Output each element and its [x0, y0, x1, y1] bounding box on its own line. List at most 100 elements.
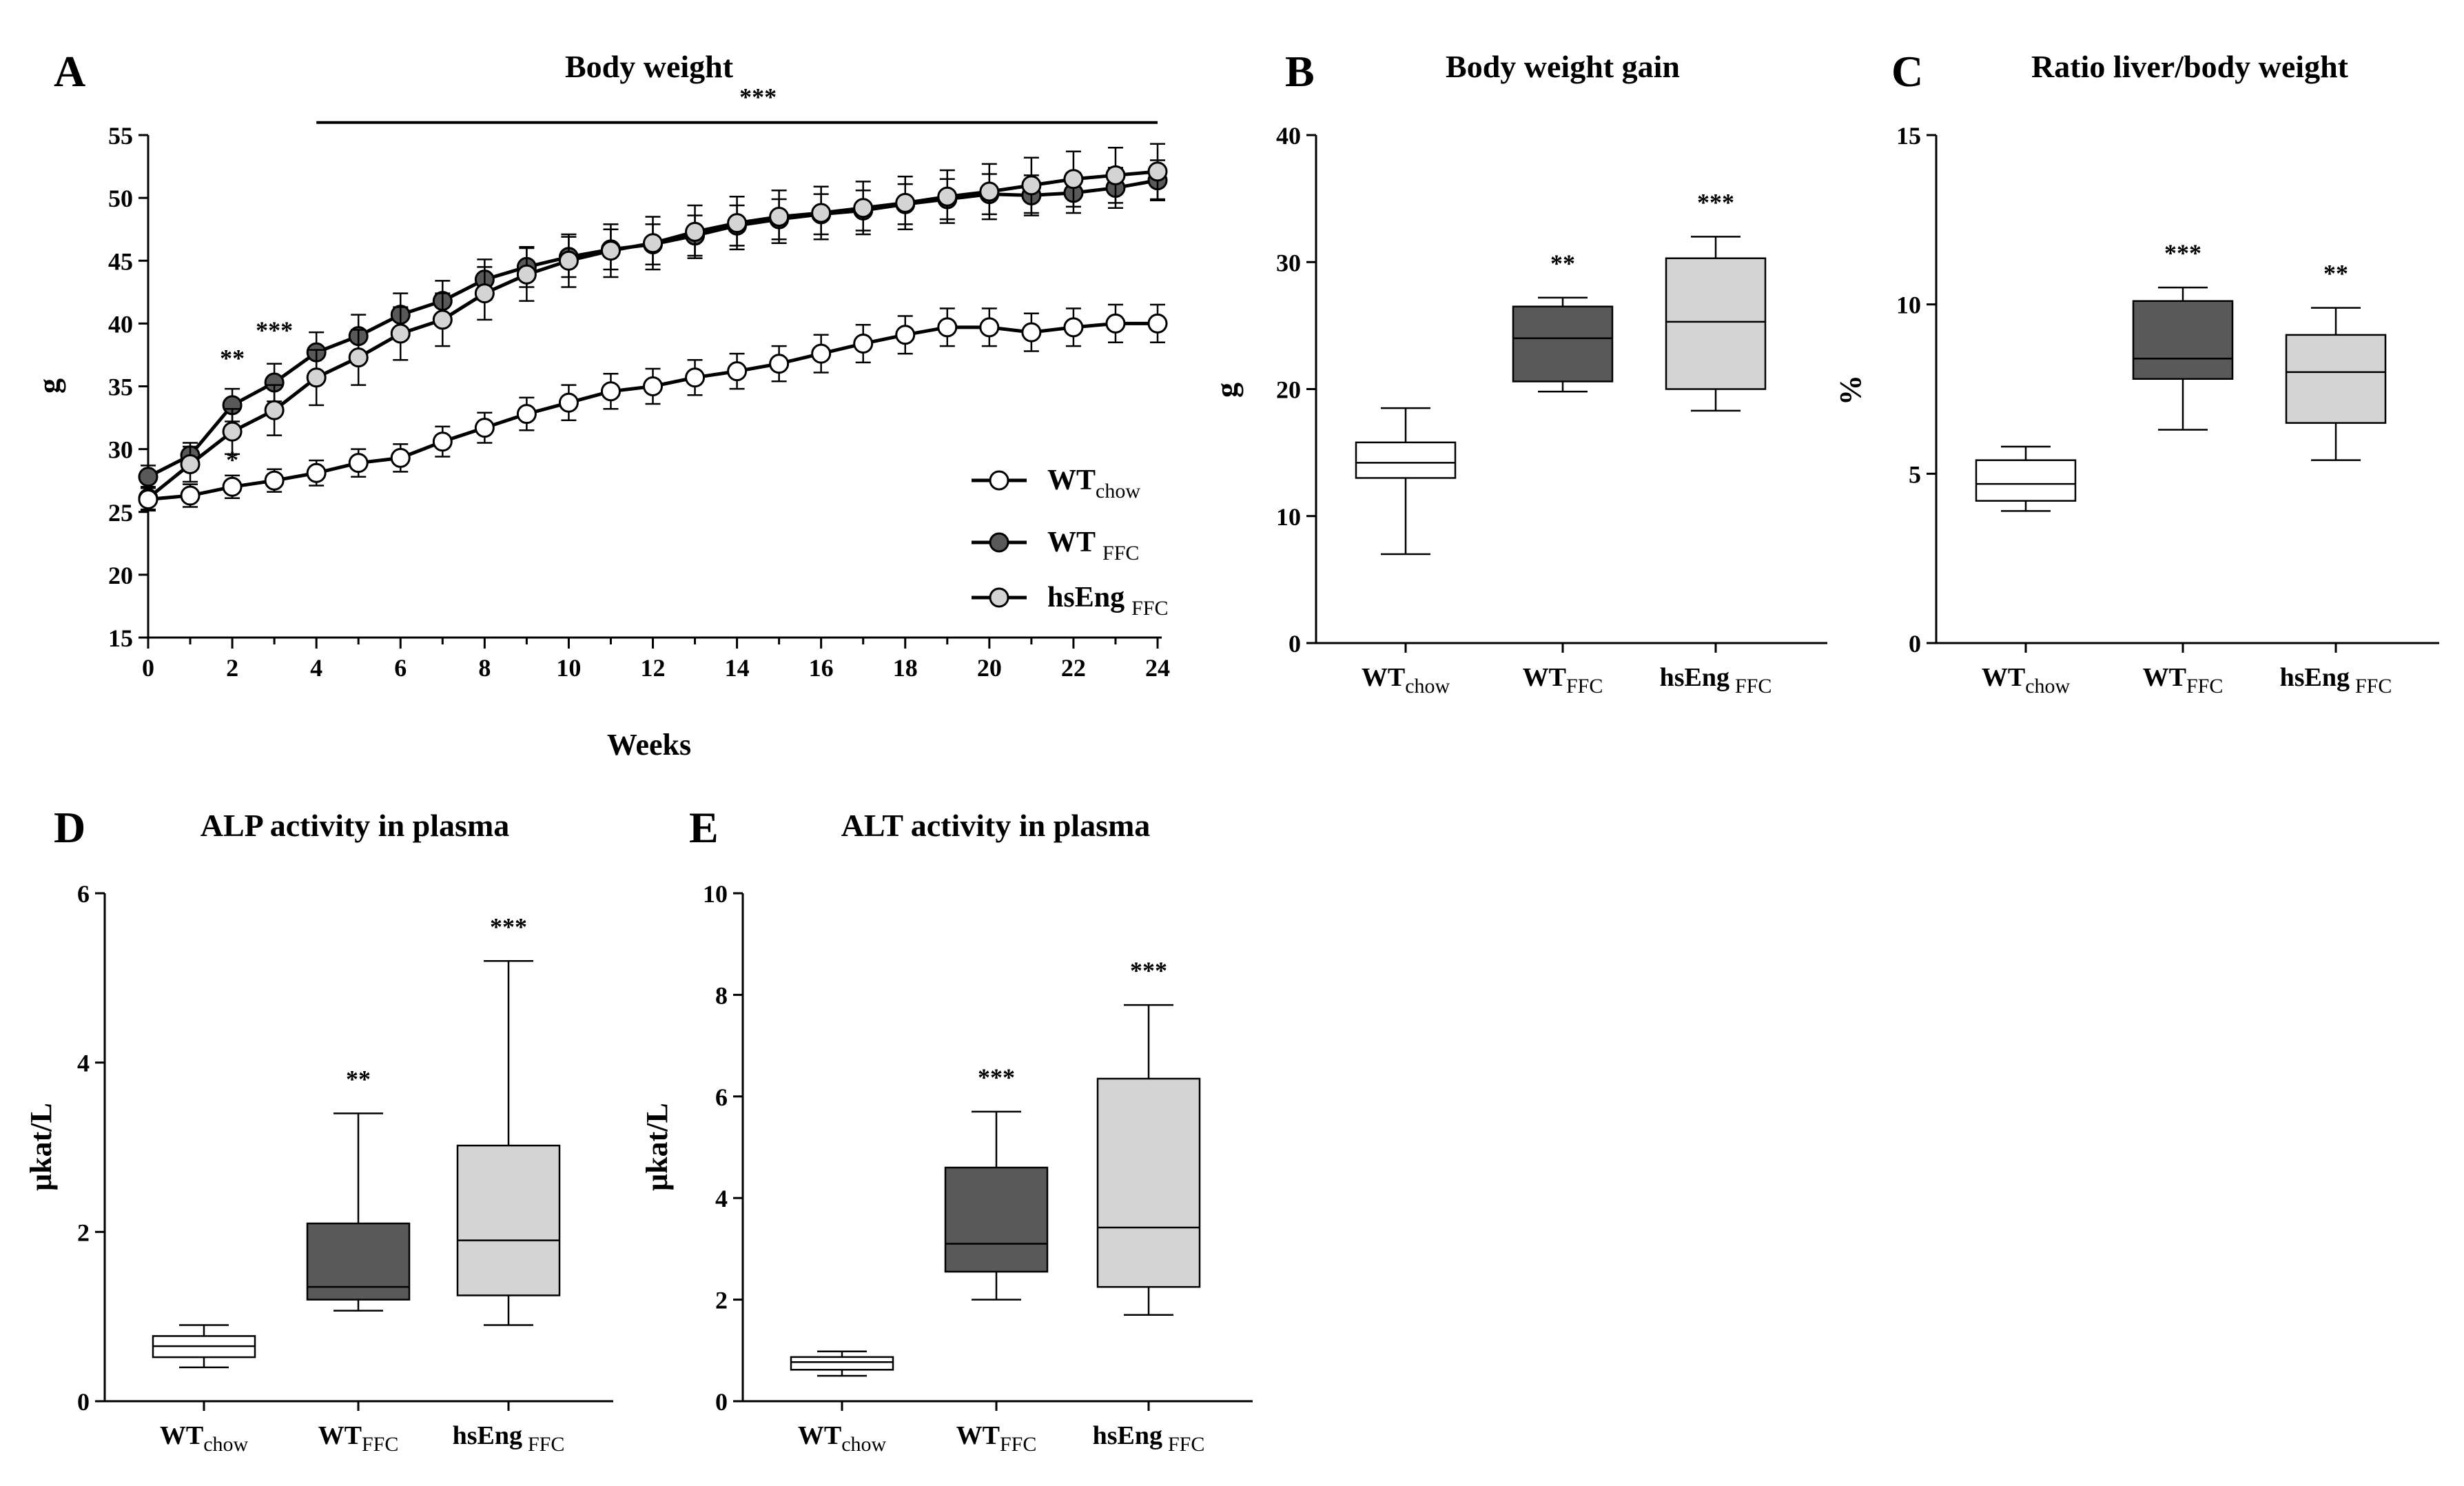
panel-c-title: Ratio liver/body weight — [2031, 49, 2349, 84]
panel-b-category-label-main: hsEng — [1660, 663, 1729, 692]
panel-c-box-hseng-ffc: ** hsEng FFC — [2280, 260, 2392, 698]
panel-c-category-label-sub: chow — [2025, 675, 2070, 698]
panel-c-category-label-sub: FFC — [2355, 675, 2392, 698]
panel-d-category-label-sub: FFC — [528, 1433, 564, 1456]
panel-a-data-point — [306, 367, 327, 388]
panel-b-box — [1512, 305, 1614, 383]
panel-a-data-point — [853, 334, 874, 354]
panel-a-annotation: *** — [739, 83, 777, 110]
panel-b-significance: *** — [1697, 188, 1734, 216]
panel-a-y-tick-label: 25 — [108, 499, 133, 527]
panel-c-category-label: WTFFC — [2143, 663, 2224, 698]
panel-a-data-point — [1063, 317, 1084, 338]
panel-a-data-point — [1105, 165, 1126, 185]
panel-a-legend-marker — [989, 532, 1009, 553]
panel-a-data-point — [1147, 161, 1168, 182]
panel-a-y-tick-label: 15 — [108, 624, 133, 652]
panel-a-data-point — [1021, 175, 1042, 196]
panel-a-y-tick-label: 20 — [108, 562, 133, 589]
panel-a-data-point — [1021, 322, 1042, 343]
panel-a-data-point — [727, 361, 748, 382]
panel-a-data-point — [264, 470, 285, 491]
panel-e-significance: *** — [978, 1063, 1015, 1091]
panel-a-x-label: Weeks — [607, 728, 691, 762]
panel-d-y-tick-label: 2 — [77, 1219, 90, 1246]
panel-c-significance: ** — [2323, 260, 2348, 287]
panel-c-y-tick-label: 5 — [1909, 460, 1921, 488]
panel-e-y-tick-label: 10 — [703, 880, 728, 908]
panel-a-data-point — [643, 233, 663, 254]
panel-c-ratio-liver-body-weight: C Ratio liver/body weight051015%WTchow***… — [1834, 47, 2439, 698]
panel-b-y-tick-label: 30 — [1276, 249, 1301, 276]
panel-a-data-point — [895, 325, 916, 345]
panel-a-legend-label-main: hsEng — [1047, 582, 1125, 613]
panel-b-significance: ** — [1550, 250, 1575, 277]
panel-c-category-label-main: WT — [2143, 663, 2186, 692]
panel-a-data-point — [474, 283, 495, 304]
panel-a-x-tick-label: 22 — [1061, 654, 1086, 682]
panel-e-category-label: WTFFC — [956, 1421, 1037, 1456]
panel-d-box-wt-chow: WTchow — [152, 1324, 256, 1456]
panel-a-data-point — [138, 489, 158, 510]
panel-a-data-point — [138, 467, 158, 487]
panel-a-y-tick-label: 55 — [108, 122, 133, 150]
panel-a-data-point — [474, 418, 495, 438]
panel-a-data-point — [558, 392, 579, 413]
panel-a-data-point — [769, 354, 790, 374]
panel-a-data-point — [937, 186, 958, 207]
panel-e-box-wt-chow: WTchow — [790, 1350, 894, 1456]
panel-e-y-tick-label: 2 — [715, 1287, 728, 1314]
panel-a-x-tick-label: 12 — [641, 654, 666, 682]
panel-d-category-label: hsEng FFC — [453, 1421, 565, 1456]
panel-a-x-tick-label: 24 — [1145, 654, 1170, 682]
panel-a-annotation: * — [226, 446, 238, 474]
panel-e-category-label-main: hsEng — [1093, 1421, 1162, 1450]
panel-d-box-hseng-ffc: *** hsEng FFC — [453, 913, 565, 1456]
panel-a-annotation: ** — [220, 344, 245, 372]
panel-b-box — [1355, 441, 1457, 479]
panel-a-legend-label-main: WT — [1047, 465, 1096, 496]
panel-c-y-tick-label: 15 — [1896, 122, 1921, 150]
panel-e-category-label-main: WT — [798, 1421, 841, 1450]
panel-a-data-point — [1147, 313, 1168, 334]
panel-d-y-tick-label: 6 — [77, 880, 90, 908]
panel-b-box-hseng-ffc: *** hsEng FFC — [1660, 188, 1772, 698]
panel-a-x-tick-label: 20 — [977, 654, 1002, 682]
panel-a-data-point — [853, 198, 874, 218]
panel-d-category-label-main: hsEng — [453, 1421, 522, 1450]
panel-c-category-label-sub: FFC — [2186, 675, 2223, 698]
panel-a-x-tick-label: 2 — [226, 654, 238, 682]
panel-a-title: Body weight — [565, 49, 734, 84]
panel-d-title: ALP activity in plasma — [201, 808, 510, 843]
panel-a-x-tick-label: 16 — [809, 654, 834, 682]
panel-e-box-hseng-ffc: *** hsEng FFC — [1093, 957, 1205, 1456]
panel-a-x-tick-label: 14 — [725, 654, 750, 682]
panel-a-legend-label: WTchow — [1047, 465, 1140, 502]
panel-a-x-tick-label: 6 — [394, 654, 407, 682]
panel-a-series-hseng-ffc — [138, 143, 1168, 511]
panel-b-category-label-sub: FFC — [1566, 675, 1603, 698]
panel-a-data-point — [432, 309, 453, 330]
panel-a-data-point — [811, 343, 832, 364]
panel-a-data-point — [685, 367, 706, 388]
panel-b-box — [1665, 257, 1767, 390]
panel-a-data-point — [1063, 169, 1084, 190]
panel-e-box-wt-ffc: *** WTFFC — [944, 1063, 1049, 1456]
panel-a-data-point — [685, 221, 706, 242]
panel-a-legend-marker — [989, 470, 1009, 491]
panel-d-category-label-main: WT — [318, 1421, 362, 1450]
panel-a-legend-label: WT FFC — [1047, 527, 1139, 564]
panel-b-box-wt-chow: WTchow — [1355, 407, 1457, 698]
panel-b-category-label-sub: chow — [1405, 675, 1450, 698]
panel-e-box — [944, 1166, 1049, 1273]
panel-a-legend-entry: hsEng FFC — [972, 582, 1168, 620]
panel-a-data-point — [264, 400, 285, 420]
panel-a-legend-label-sub: FFC — [1131, 597, 1168, 620]
panel-a-y-label: g — [32, 378, 66, 394]
panel-a-data-point — [937, 317, 958, 338]
panel-a-data-point — [895, 192, 916, 213]
panel-a-data-point — [1105, 313, 1126, 334]
panel-a-x-tick-label: 8 — [478, 654, 491, 682]
panel-c-category-label: WTchow — [1982, 663, 2071, 698]
